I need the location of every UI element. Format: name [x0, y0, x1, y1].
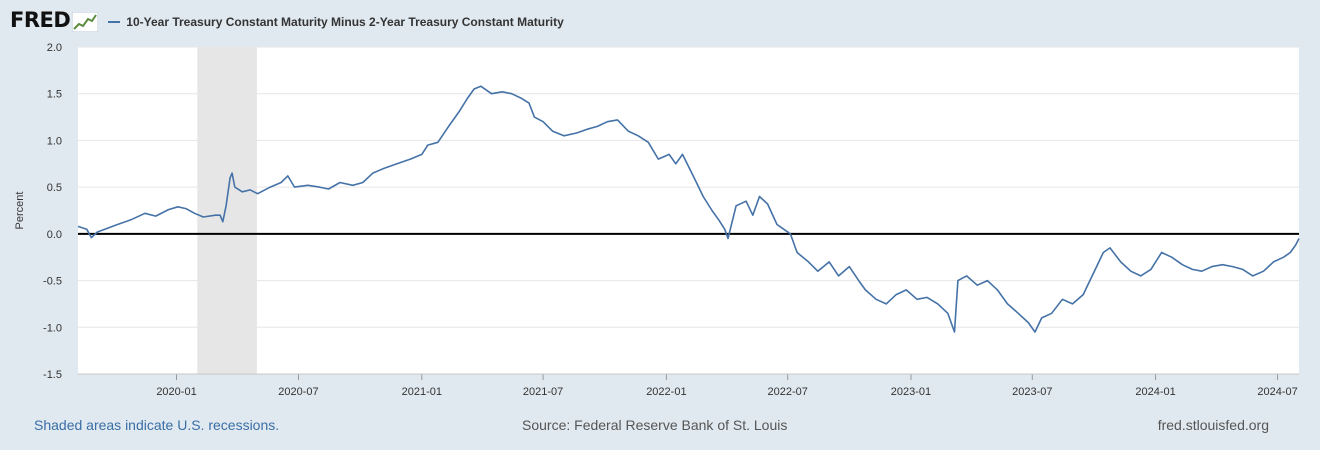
- y-tick-label: 1.0: [47, 135, 62, 147]
- fred-logo[interactable]: FRED: [10, 8, 71, 32]
- plot-area: [78, 47, 1299, 374]
- source-note: Source: Federal Reserve Bank of St. Loui…: [522, 417, 788, 433]
- series-line: [77, 85, 1300, 333]
- x-tick-label: 2021-01: [402, 386, 442, 398]
- recession-band: [197, 47, 257, 374]
- y-tick-label: -1.0: [43, 322, 62, 334]
- x-tick-label: 2024-01: [1135, 386, 1175, 398]
- x-tick-label: 2022-01: [646, 386, 686, 398]
- chart-legend: 10-Year Treasury Constant Maturity Minus…: [108, 15, 564, 29]
- y-tick-label: 0.0: [47, 229, 62, 241]
- y-axis-label: Percent: [14, 192, 26, 230]
- y-tick-label: 2.0: [47, 42, 62, 54]
- legend-label[interactable]: 10-Year Treasury Constant Maturity Minus…: [126, 15, 564, 29]
- x-tick-label: 2023-01: [891, 386, 931, 398]
- line-chart[interactable]: 2.0 1.5 1.0 0.5 0.0 -0.5 -1.0 -1.5 2020-01 2020-0…: [0, 0, 1320, 400]
- x-tick-label: 2024-07: [1257, 386, 1297, 398]
- chart-header: FRED 10-Year Treasury Constant Maturity …: [10, 6, 564, 34]
- site-link[interactable]: fred.stlouisfed.org: [1157, 417, 1269, 433]
- x-tick-label: 2021-07: [523, 386, 563, 398]
- y-tick-label: -1.5: [43, 369, 62, 381]
- x-tick-label: 2023-07: [1012, 386, 1052, 398]
- x-tick-label: 2020-07: [278, 386, 318, 398]
- x-tick-label: 2020-01: [156, 386, 196, 398]
- fred-graph-icon: [72, 11, 99, 32]
- recession-note: Shaded areas indicate U.S. recessions.: [34, 417, 280, 433]
- y-tick-label: 1.5: [47, 89, 62, 101]
- x-tick-label: 2022-07: [767, 386, 807, 398]
- legend-swatch: [108, 21, 121, 23]
- y-tick-label: 0.5: [47, 182, 62, 194]
- y-tick-label: -0.5: [43, 276, 62, 288]
